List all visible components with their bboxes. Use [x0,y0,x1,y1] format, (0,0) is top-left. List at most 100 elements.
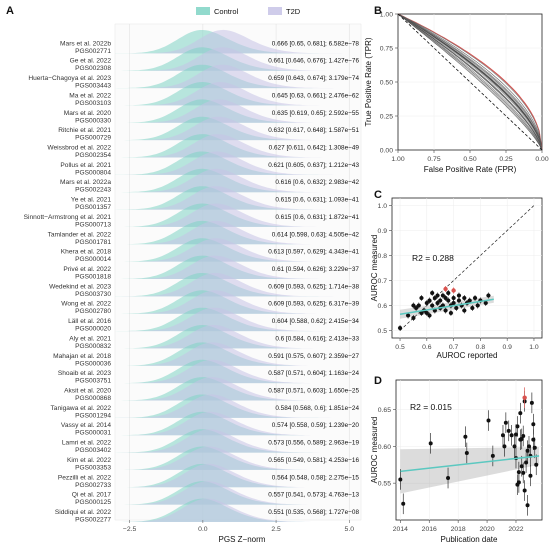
panel-d-point [524,460,529,465]
row-auroc-stat: 0.659 [0.643, 0.674]; 3.179e−74 [268,75,359,82]
panel-c-point [443,308,448,313]
panel-b-ytick-label: 0.75 [380,46,393,53]
panel-c-point [416,303,421,308]
ridge-density-control [115,168,361,193]
ridge-density-t2d [115,29,361,54]
row-auroc-stat: 0.591 [0.575, 0.607]; 2.359e−27 [268,353,359,360]
panel-d-xaxis-title: Publication date [441,535,498,544]
ridge-density-control [115,134,361,158]
row-label-pgs-id: PGS003443 [75,83,111,90]
legend-label-t2d: T2D [286,7,301,16]
row-label-pgs-id: PGS000125 [75,499,111,506]
panel-d-point [515,482,520,487]
ridge-density-t2d [115,272,361,297]
row-auroc-stat: 0.615 [0.6, 0.631]; 1.093e−41 [275,197,359,204]
row-auroc-stat: 0.551 [0.535, 0.568]; 1.727e−08 [268,509,359,516]
row-auroc-stat: 0.587 [0.571, 0.603]; 1.650e−25 [268,388,359,395]
panel-b-yaxis-title: True Positive Rate (TPR) [364,37,373,126]
row-label-study: Läll et al. 2016 [68,318,111,325]
row-label-study: Tamlander et al. 2022 [48,231,112,238]
ridge-density-t2d [115,429,361,453]
ridge-density-t2d [115,377,361,401]
panel-a-xtick-label: −2.5 [123,526,137,533]
panel-d-point [526,444,531,449]
ridge-density-t2d [115,220,361,245]
panel-c-point [438,298,443,303]
panel-d-point [528,473,533,478]
row-label-pgs-id: PGS000804 [75,169,111,176]
row-label-pgs-id: PGS000014 [75,256,111,263]
row-label-study: Mars et al. 2020 [64,110,112,117]
panel-c-highlight-point [451,288,456,293]
panel-letter-a: A [6,5,14,17]
legend-swatch-t2d [268,7,282,15]
panel-d-point [532,445,537,450]
ridge-density-t2d [115,168,361,193]
panel-c-point [443,296,448,300]
row-label-study: Lamri et al. 2022 [62,440,111,447]
panel-d-point [521,434,526,438]
panel-c-point [448,311,453,315]
ridge-density-t2d [115,186,361,210]
panel-d-point [503,420,508,425]
row-label-pgs-id: PGS001357 [75,204,111,211]
row-label-study: Privé et al. 2022 [63,266,111,273]
panel-d-point [525,503,530,508]
panel-c-point [430,291,435,295]
panel-c-point [462,296,467,300]
roc-curve [397,13,543,151]
row-label-pgs-id: PGS003730 [75,291,111,298]
panel-a-xtick-label: 2.5 [271,526,281,533]
panel-c-point [414,306,419,310]
row-label-study: Aksit et al. 2020 [64,388,111,395]
panel-d-xtick-label: 2018 [451,526,466,533]
row-auroc-stat: 0.666 [0.65, 0.681]; 6.582e−78 [272,40,360,47]
ridge-density-t2d [115,411,361,436]
row-label-study: Ge et al. 2022 [70,58,112,65]
panel-b-ytick-label: 0.50 [380,80,393,87]
panel-c-point [446,291,451,295]
ridge-density-t2d [115,394,361,418]
panel-c-ytick-label: 0.5 [378,328,388,335]
row-auroc-stat: 0.564 [0.548, 0.58]; 2.275e−15 [272,474,360,481]
row-auroc-stat: 0.621 [0.605, 0.637]; 1.212e−43 [268,162,359,169]
panel-d-point [525,448,530,453]
roc-curve [397,13,543,151]
panel-c-yaxis-title: AUROC measured [370,235,379,302]
panel-a-xaxis-title: PGS Z−norm [219,535,266,544]
row-label-study: Aly et al. 2021 [69,335,111,342]
row-auroc-stat: 0.645 [0.63, 0.661]; 2.476e−62 [272,92,360,99]
roc-curve [397,13,543,151]
row-label-pgs-id: PGS002308 [75,65,111,72]
panel-letter-d: D [374,375,382,387]
ridge-density-control [115,203,361,227]
panel-c-point [406,313,411,318]
panel-c-point [419,296,424,300]
row-auroc-stat: 0.627 [0.611, 0.642]; 1.308e−49 [269,145,360,152]
panel-d-highlight-point [522,395,527,400]
row-label-pgs-id: PGS000036 [75,360,111,367]
row-label-pgs-id: PGS000330 [75,117,111,124]
ridge-density-t2d [115,498,361,522]
row-auroc-stat: 0.661 [0.646, 0.676]; 1.427e−76 [268,58,359,65]
panel-c-ytick-label: 0.6 [378,303,388,310]
panel-b-ytick-label: 0.25 [380,114,393,121]
panel-d-point [463,434,468,439]
panel-d-ytick-label: 0.65 [378,407,391,414]
row-label-pgs-id: PGS000031 [75,430,111,437]
panel-c-point [486,293,491,298]
row-auroc-stat: 0.61 [0.594, 0.626]; 3.229e−37 [272,266,360,273]
row-label-pgs-id: PGS001294 [75,412,111,419]
row-label-study: Siddiqui et al. 2022 [55,509,111,516]
row-label-pgs-id: PGS003751 [75,378,111,385]
panel-c-point [454,306,459,310]
roc-curve [397,13,543,151]
row-label-study: Ritchie et al. 2021 [58,127,111,134]
row-label-study: Kim et al. 2022 [67,457,111,464]
row-auroc-stat: 0.614 [0.598, 0.63]; 4.505e−42 [272,231,360,238]
ridge-density-t2d [115,99,361,123]
panel-c-point [446,298,451,303]
ridge-density-t2d [115,290,361,314]
row-auroc-stat: 0.584 [0.568, 0.6]; 1.851e−24 [275,405,359,412]
